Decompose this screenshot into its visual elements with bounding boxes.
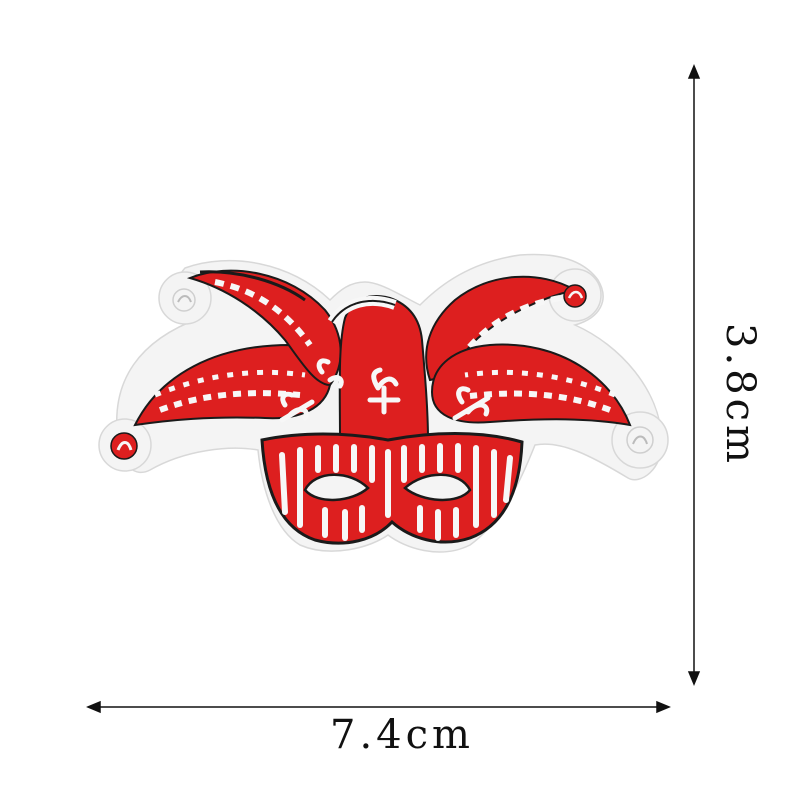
height-dimension-arrow: [687, 64, 701, 686]
left-eye-hole: [303, 473, 370, 502]
right-eye-hole: [403, 473, 472, 502]
jester-patch: [98, 253, 669, 553]
width-dimension-label: 7.4cm: [330, 712, 474, 758]
width-dimension-arrow: [86, 700, 671, 714]
bell-left-bottom: [110, 432, 138, 460]
bell-left-top: [172, 288, 196, 312]
bell-right-bottom: [626, 426, 654, 454]
height-dimension-label: 3.8cm: [716, 323, 763, 467]
bell-right-top: [563, 284, 587, 308]
